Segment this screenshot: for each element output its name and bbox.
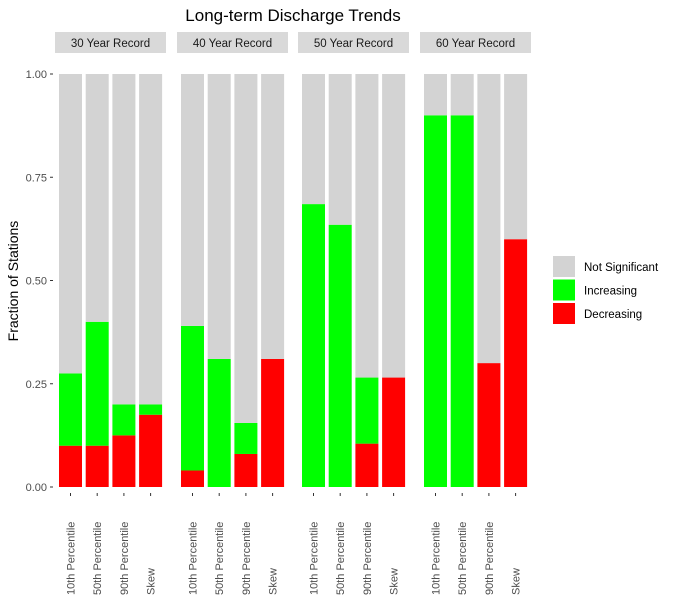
facet-label: 40 Year Record [193, 38, 272, 50]
facet-strip [298, 32, 409, 53]
bar-not-significant [139, 74, 163, 405]
bar-not-significant [59, 74, 82, 374]
y-tick-label: 1.00 [26, 69, 47, 81]
bar-increasing [59, 373, 82, 446]
y-tick-label: 0.00 [26, 482, 47, 494]
legend-label: Increasing [584, 286, 637, 298]
bar-increasing [85, 321, 109, 446]
bar-not-significant [504, 74, 528, 240]
x-tick-label: 10th Percentile [66, 522, 78, 595]
bar-increasing [450, 115, 474, 488]
x-tick-label: 10th Percentile [309, 522, 321, 595]
y-tick-label: 0.25 [26, 379, 47, 391]
bar-not-significant [424, 74, 447, 116]
bar-increasing [181, 325, 204, 471]
legend-key [553, 256, 575, 277]
bar-increasing [112, 404, 136, 436]
bar-not-significant [85, 74, 109, 322]
bar-decreasing [59, 445, 82, 487]
bar-not-significant [450, 74, 474, 116]
bar-not-significant [355, 74, 379, 378]
bar-increasing [355, 377, 379, 444]
x-tick-label: 50th Percentile [92, 522, 104, 595]
bar-decreasing [85, 445, 109, 487]
bar-decreasing [234, 453, 258, 487]
y-axis-title: Fraction of Stations [5, 221, 21, 342]
x-tick-label: Skew [268, 568, 280, 595]
legend-key [553, 303, 575, 324]
bar-decreasing [382, 377, 406, 487]
legend-label: Not Significant [584, 262, 659, 274]
bar-increasing [302, 204, 325, 487]
bar-decreasing [261, 358, 285, 487]
x-tick-label: Skew [511, 568, 523, 595]
legend-label: Decreasing [584, 309, 642, 321]
chart-title: Long-term Discharge Trends [185, 6, 400, 25]
x-tick-label: 50th Percentile [457, 522, 469, 595]
x-axis: 10th Percentile 50th Percentile 90th Perce… [66, 493, 523, 595]
x-tick-label: 10th Percentile [431, 522, 443, 595]
y-tick-label: 0.75 [26, 172, 47, 184]
facet-label: 50 Year Record [314, 38, 393, 50]
bar-decreasing [477, 363, 501, 487]
x-tick-label: 50th Percentile [214, 522, 226, 595]
facet-strip [420, 32, 531, 53]
bar-not-significant [382, 74, 406, 378]
facet-label: 60 Year Record [436, 38, 515, 50]
bar-not-significant [328, 74, 352, 225]
facet-label: 30 Year Record [71, 38, 150, 50]
x-tick-label: Skew [389, 568, 401, 595]
y-axis: 0.00 0.25 0.50 0.75 1.00 [26, 69, 53, 494]
bar-decreasing [181, 470, 204, 487]
bar-decreasing [504, 239, 528, 487]
x-tick-label: 90th Percentile [241, 522, 253, 595]
bar-not-significant [477, 74, 501, 364]
x-tick-label: Skew [146, 568, 158, 595]
x-tick-label: 90th Percentile [484, 522, 496, 595]
y-tick-label: 0.50 [26, 276, 47, 288]
bar-not-significant [112, 74, 136, 405]
bar-not-significant [207, 74, 231, 359]
bar-decreasing [139, 414, 163, 487]
bar-not-significant [302, 74, 325, 205]
facet-strips: 30 Year Record 40 Year Record 50 Year Reco… [55, 32, 531, 53]
x-tick-label: 90th Percentile [119, 522, 131, 595]
bar-decreasing [112, 435, 136, 487]
x-tick-label: 90th Percentile [362, 522, 374, 595]
bar-not-significant [261, 74, 285, 359]
bar-not-significant [234, 74, 258, 423]
x-tick-label: 50th Percentile [335, 522, 347, 595]
x-tick-label: 10th Percentile [188, 522, 200, 595]
bar-decreasing [355, 443, 379, 487]
bar-increasing [424, 115, 447, 488]
bar-not-significant [181, 74, 204, 326]
bar-increasing [234, 422, 258, 454]
legend: Not Significant Increasing Decreasing [553, 256, 659, 324]
bar-increasing [207, 358, 231, 487]
bars [59, 74, 528, 488]
facet-strip [177, 32, 288, 53]
bar-increasing [328, 224, 352, 487]
legend-key [553, 279, 575, 301]
bar-increasing [139, 404, 163, 415]
facet-strip [55, 32, 166, 53]
